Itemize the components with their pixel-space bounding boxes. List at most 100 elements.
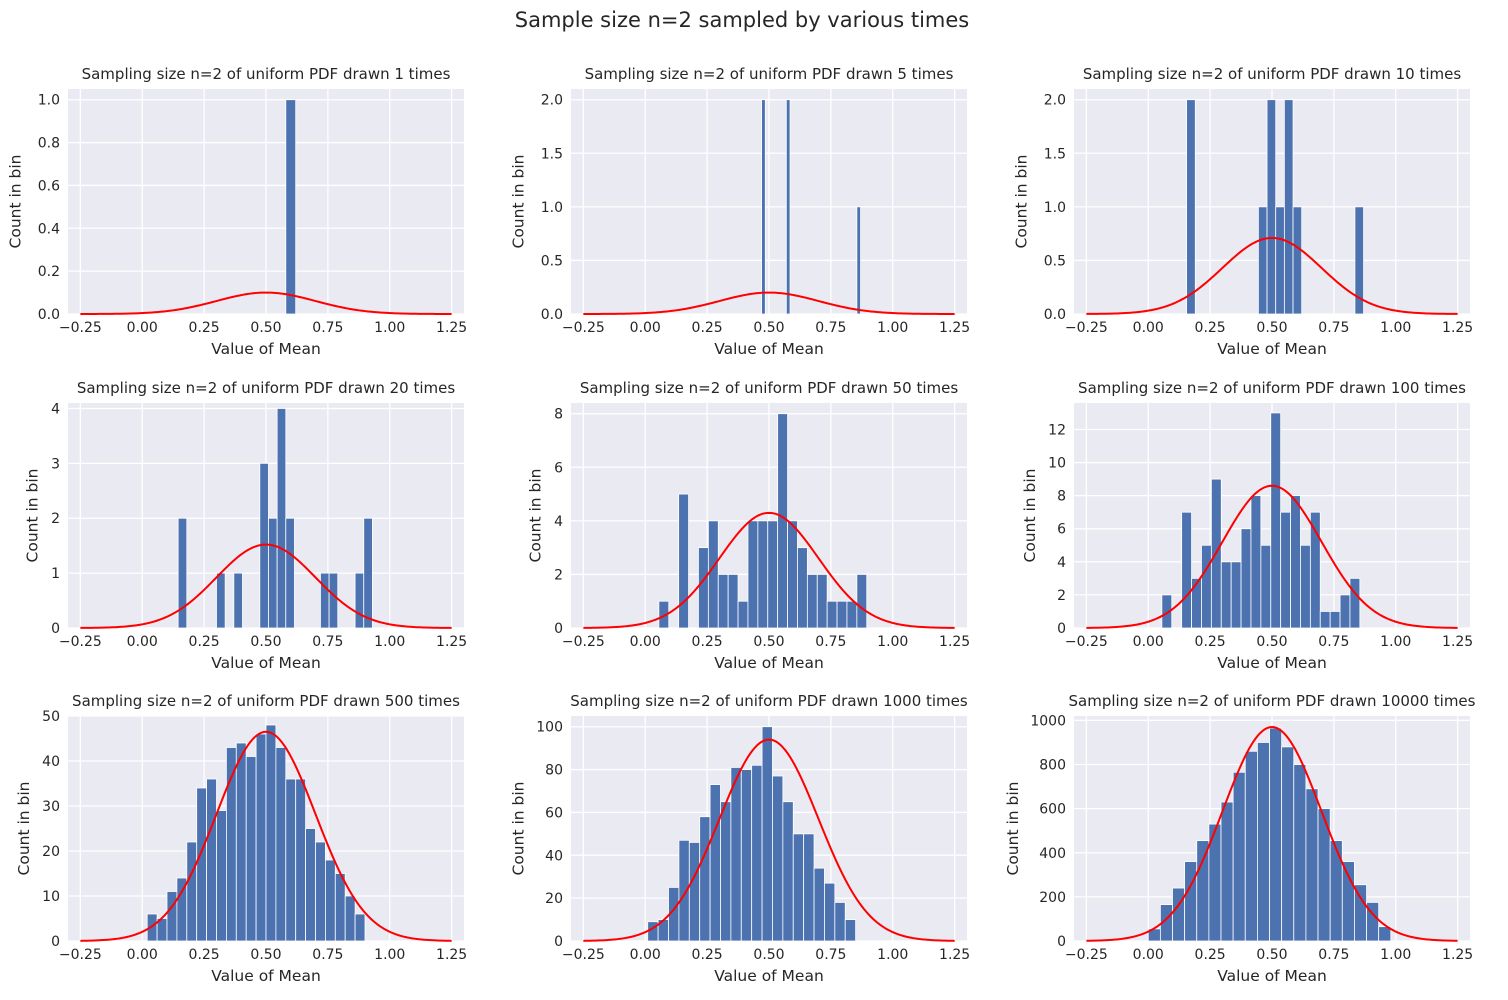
y-tick-label: 8 bbox=[554, 407, 563, 423]
y-tick-label: 0 bbox=[1057, 621, 1066, 637]
x-tick-label: 0.25 bbox=[189, 320, 220, 336]
x-tick-label: −0.25 bbox=[1065, 320, 1108, 336]
x-tick-label: −0.25 bbox=[1065, 634, 1108, 650]
subplot-8: −0.25 0.00 0.25 0.50 0.75 1.00 1.25 0 20 40 60 80 10… bbox=[510, 692, 971, 985]
subplot-4: −0.25 0.00 0.25 0.50 0.75 1.00 1.25 0 1 2 3 4 Sampli… bbox=[24, 379, 468, 672]
y-axis-label: Count in bin bbox=[510, 782, 528, 876]
histogram-bar bbox=[836, 600, 848, 629]
histogram-bar bbox=[344, 895, 356, 942]
histogram-bar bbox=[1309, 511, 1321, 629]
histogram-bar bbox=[1266, 99, 1277, 315]
histogram-bar bbox=[767, 520, 779, 629]
histogram-bar bbox=[1196, 840, 1210, 942]
x-tick-label: 1.00 bbox=[374, 634, 405, 650]
subplot-5: −0.25 0.00 0.25 0.50 0.75 1.00 1.25 0 2 4 6 8 Sampli… bbox=[527, 379, 971, 672]
histogram-bar bbox=[1230, 561, 1242, 629]
subplot-9: −0.25 0.00 0.25 0.50 0.75 1.00 1.25 0 200 400 600 8… bbox=[1004, 692, 1476, 985]
histogram-bar bbox=[305, 828, 316, 942]
histogram-bar bbox=[1201, 544, 1212, 629]
histogram-bar bbox=[166, 891, 178, 942]
histogram-bar bbox=[1339, 594, 1351, 629]
histogram-bar bbox=[747, 520, 759, 629]
histogram-bar bbox=[816, 574, 828, 629]
x-tick-label: 1.00 bbox=[877, 320, 908, 336]
histogram-bar bbox=[856, 206, 861, 315]
y-tick-label: 1.0 bbox=[541, 200, 563, 216]
y-tick-label: 200 bbox=[1039, 890, 1066, 906]
x-tick-label: 0.75 bbox=[815, 947, 846, 963]
x-tick-label: 1.25 bbox=[436, 947, 467, 963]
y-tick-label: 2.0 bbox=[541, 93, 563, 109]
x-tick-label: 0.25 bbox=[1195, 634, 1226, 650]
x-tick-label: 0.25 bbox=[692, 947, 723, 963]
histogram-bar bbox=[324, 859, 336, 942]
x-tick-label: 0.50 bbox=[250, 947, 281, 963]
histogram-bar bbox=[803, 833, 815, 942]
histogram-bar bbox=[761, 726, 773, 942]
x-tick-label: 0.00 bbox=[630, 320, 661, 336]
histogram-bar bbox=[772, 775, 784, 942]
histogram-bar bbox=[334, 873, 346, 942]
histogram-bar bbox=[354, 572, 365, 629]
y-tick-label: 0.5 bbox=[1044, 253, 1066, 269]
x-tick-label: 0.75 bbox=[312, 320, 343, 336]
x-tick-label: 0.00 bbox=[1133, 634, 1164, 650]
x-tick-label: 0.75 bbox=[312, 947, 343, 963]
histogram-bar bbox=[717, 574, 729, 629]
histogram-bar bbox=[1172, 887, 1186, 942]
x-tick-label: 0.25 bbox=[692, 634, 723, 650]
y-tick-label: 30 bbox=[42, 799, 60, 815]
y-tick-label: 100 bbox=[536, 720, 563, 736]
x-tick-label: 0.75 bbox=[815, 320, 846, 336]
normal-curve bbox=[1086, 236, 1458, 315]
histogram-bar bbox=[792, 833, 805, 942]
x-tick-label: −0.25 bbox=[59, 634, 102, 650]
y-axis-label: Count in bin bbox=[1004, 782, 1022, 876]
x-tick-label: −0.25 bbox=[562, 634, 605, 650]
x-tick-label: −0.25 bbox=[59, 947, 102, 963]
x-tick-label: 0.75 bbox=[1318, 634, 1349, 650]
y-tick-label: 800 bbox=[1039, 758, 1066, 774]
subplot-title: Sampling size n=2 of uniform PDF drawn 1… bbox=[82, 65, 451, 83]
histogram-bar bbox=[177, 517, 188, 629]
y-tick-label: 1.5 bbox=[1044, 146, 1066, 162]
x-tick-label: 1.00 bbox=[877, 634, 908, 650]
histogram-bar bbox=[777, 413, 788, 629]
y-tick-label: 2 bbox=[51, 511, 60, 527]
histogram-bar bbox=[824, 882, 836, 942]
y-tick-label: 8 bbox=[1057, 489, 1066, 505]
x-tick-label: 0.50 bbox=[753, 634, 784, 650]
histogram-bar bbox=[787, 520, 798, 629]
normal-curve bbox=[80, 291, 452, 315]
histogram-bar bbox=[740, 769, 753, 942]
y-tick-label: 50 bbox=[42, 709, 60, 725]
x-axis-label: Value of Mean bbox=[714, 967, 824, 985]
normal-curve bbox=[583, 291, 955, 315]
histogram-bar bbox=[1220, 801, 1234, 942]
histogram-bar bbox=[707, 520, 719, 629]
x-tick-label: 1.00 bbox=[374, 947, 405, 963]
histogram-bar bbox=[1354, 884, 1367, 942]
y-tick-label: 80 bbox=[545, 763, 563, 779]
y-axis-label: Count in bin bbox=[527, 469, 545, 563]
x-tick-label: 0.00 bbox=[630, 947, 661, 963]
histogram-bar bbox=[1283, 99, 1294, 315]
y-tick-label: 0.4 bbox=[38, 221, 60, 237]
histogram-bar bbox=[206, 778, 217, 942]
histogram-bar bbox=[233, 572, 243, 629]
x-tick-label: 0.00 bbox=[127, 947, 158, 963]
figure-suptitle: Sample size n=2 sampled by various times bbox=[515, 8, 969, 32]
normal-curve bbox=[80, 730, 452, 942]
histogram-bar bbox=[196, 787, 207, 942]
x-axis-label: Value of Mean bbox=[714, 654, 824, 672]
x-axis-label: Value of Mean bbox=[211, 967, 321, 985]
y-tick-label: 0.8 bbox=[38, 136, 60, 152]
y-tick-label: 0.2 bbox=[38, 264, 60, 280]
y-axis-label: Count in bin bbox=[1021, 469, 1039, 563]
histogram-bar bbox=[678, 493, 689, 629]
x-tick-label: 1.25 bbox=[1442, 320, 1473, 336]
histogram-bar bbox=[1244, 750, 1258, 942]
y-tick-label: 6 bbox=[1057, 522, 1066, 538]
histogram-bar bbox=[658, 600, 670, 629]
subplot-title: Sampling size n=2 of uniform PDF drawn 1… bbox=[1083, 65, 1462, 83]
